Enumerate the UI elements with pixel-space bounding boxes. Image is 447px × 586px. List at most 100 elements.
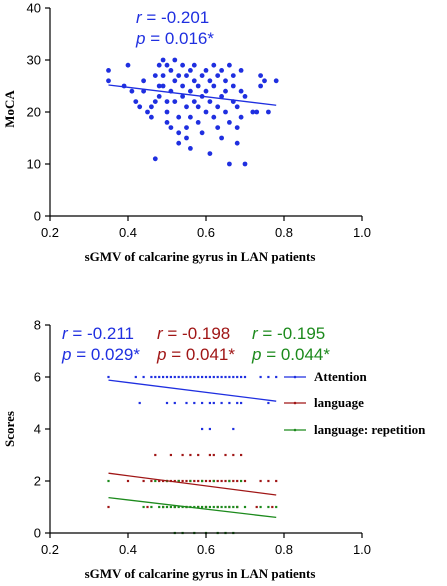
legend-repetition-label: language: repetition xyxy=(314,422,426,437)
repetition-data-point xyxy=(212,505,215,509)
moca-y-tick-label: 40 xyxy=(27,1,41,16)
language-data-point xyxy=(259,479,262,483)
moca-data-point xyxy=(191,99,197,104)
repetition-p-stat: p = 0.044* xyxy=(251,345,330,364)
language-data-point xyxy=(267,479,270,483)
moca-data-point xyxy=(203,88,209,94)
moca-data-point xyxy=(164,109,170,115)
moca-data-point xyxy=(164,62,170,68)
scores-y-tick-label: 8 xyxy=(34,318,41,333)
language-data-point xyxy=(193,479,196,483)
attention-data-point xyxy=(212,401,215,405)
moca-data-point xyxy=(215,73,221,78)
moca-data-point xyxy=(184,73,189,78)
moca-data-point xyxy=(125,62,131,68)
attention-data-point xyxy=(150,375,153,379)
language-r-stat: r = -0.198 xyxy=(157,324,230,343)
language-data-point xyxy=(275,479,278,483)
repetition-data-point xyxy=(228,479,231,483)
moca-ticks-layer: 0.2 0.4 0.6 0.8 1.0 0 10 20 30 40 xyxy=(27,1,372,241)
moca-y-tick-label: 10 xyxy=(27,157,41,172)
repetition-data-point xyxy=(197,505,200,509)
moca-p-value: = 0.016* xyxy=(145,29,214,48)
moca-data-point xyxy=(199,130,205,136)
moca-data-point xyxy=(152,99,158,104)
moca-data-point xyxy=(188,114,193,120)
legend-language-label: language xyxy=(314,395,364,410)
language-data-point xyxy=(197,479,200,483)
attention-data-point xyxy=(208,401,211,405)
language-data-point xyxy=(154,453,157,457)
moca-data-point xyxy=(184,125,189,130)
moca-data-point xyxy=(207,151,213,157)
moca-data-point xyxy=(176,114,182,120)
attention-data-point xyxy=(162,375,165,379)
language-data-point xyxy=(232,479,235,483)
moca-data-point xyxy=(238,114,244,120)
attention-p-label: p xyxy=(61,345,71,364)
moca-data-point xyxy=(234,125,240,130)
repetition-data-point xyxy=(275,505,278,509)
attention-data-point xyxy=(243,375,247,379)
moca-fit-line-layer xyxy=(108,84,277,106)
repetition-r-value: = -0.195 xyxy=(258,324,326,343)
moca-data-point xyxy=(156,83,162,89)
moca-data-point xyxy=(242,161,248,167)
language-data-point xyxy=(243,479,247,483)
moca-data-point xyxy=(258,83,263,89)
moca-data-point xyxy=(160,83,166,89)
moca-data-point xyxy=(262,78,267,84)
scores-x-tick-label: 0.8 xyxy=(275,542,293,557)
moca-x-tick-label: 0.8 xyxy=(275,225,293,240)
repetition-data-point xyxy=(220,505,223,509)
repetition-data-point xyxy=(173,505,176,509)
attention-data-point xyxy=(197,375,200,379)
moca-data-point xyxy=(238,88,244,94)
repetition-data-point xyxy=(201,479,204,483)
repetition-data-point xyxy=(267,505,270,509)
language-data-point xyxy=(181,479,184,483)
moca-data-point xyxy=(168,68,174,73)
attention-data-point xyxy=(216,375,219,379)
repetition-data-point xyxy=(169,505,172,509)
scores-x-tick-label: 0.4 xyxy=(119,542,137,557)
repetition-data-point xyxy=(208,505,211,509)
moca-r-stat: r = -0.201 xyxy=(136,8,209,27)
language-data-point xyxy=(146,505,149,509)
moca-data-point xyxy=(207,99,213,104)
moca-x-axis-title: sGMV of calcarine gyrus in LAN patients xyxy=(85,249,316,264)
moca-data-point xyxy=(227,120,232,125)
moca-data-point xyxy=(188,88,193,94)
moca-data-point xyxy=(254,109,260,115)
moca-data-point xyxy=(160,73,166,78)
language-p-label: p xyxy=(156,345,166,364)
moca-data-point xyxy=(184,104,189,110)
language-data-point xyxy=(162,479,165,483)
legend-attention-marker xyxy=(293,375,297,379)
attention-data-point xyxy=(173,375,176,379)
moca-chart: 0.2 0.4 0.6 0.8 1.0 0 10 20 30 40 r = -0.201 p = … xyxy=(2,1,371,265)
legend-repetition-marker xyxy=(293,428,297,432)
attention-data-point xyxy=(169,375,172,379)
language-data-point xyxy=(107,505,110,509)
language-data-point xyxy=(150,479,153,483)
language-regression-line xyxy=(108,472,277,496)
attention-r-stat: r = -0.211 xyxy=(62,324,134,343)
attention-data-point xyxy=(177,375,180,379)
attention-data-point xyxy=(173,401,176,405)
moca-data-point xyxy=(145,109,150,115)
scores-y-tick-label: 4 xyxy=(34,422,41,437)
repetition-data-point xyxy=(212,479,215,483)
moca-data-point xyxy=(176,73,182,78)
scores-x-tick-label: 1.0 xyxy=(353,542,371,557)
moca-data-point xyxy=(223,109,228,115)
scores-points-layer xyxy=(107,375,278,535)
moca-data-point xyxy=(164,120,170,125)
attention-data-point xyxy=(204,375,208,379)
moca-data-point xyxy=(211,83,217,89)
moca-data-point xyxy=(230,73,236,78)
repetition-data-point xyxy=(142,505,145,509)
moca-data-point xyxy=(238,68,244,73)
moca-data-point xyxy=(149,114,154,120)
moca-data-point xyxy=(219,94,225,99)
